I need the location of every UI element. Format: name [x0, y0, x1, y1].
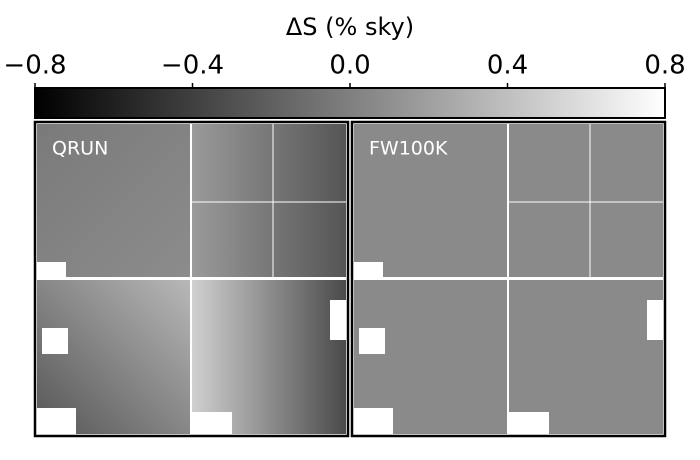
colorbar-title: ΔS (% sky) [286, 13, 414, 41]
panel-label: QRUN [52, 138, 108, 160]
x-tick-label: 0.0 [329, 51, 370, 81]
panel-right [350, 120, 667, 438]
x-tick-label: −0.8 [3, 51, 66, 81]
x-tick-label: 0.4 [487, 51, 528, 81]
panel-label: FW100K [369, 138, 448, 160]
colorbar [34, 87, 666, 119]
x-tick-label: 0.8 [644, 51, 685, 81]
panel-left [33, 120, 350, 438]
x-tick-label: −0.4 [161, 51, 224, 81]
